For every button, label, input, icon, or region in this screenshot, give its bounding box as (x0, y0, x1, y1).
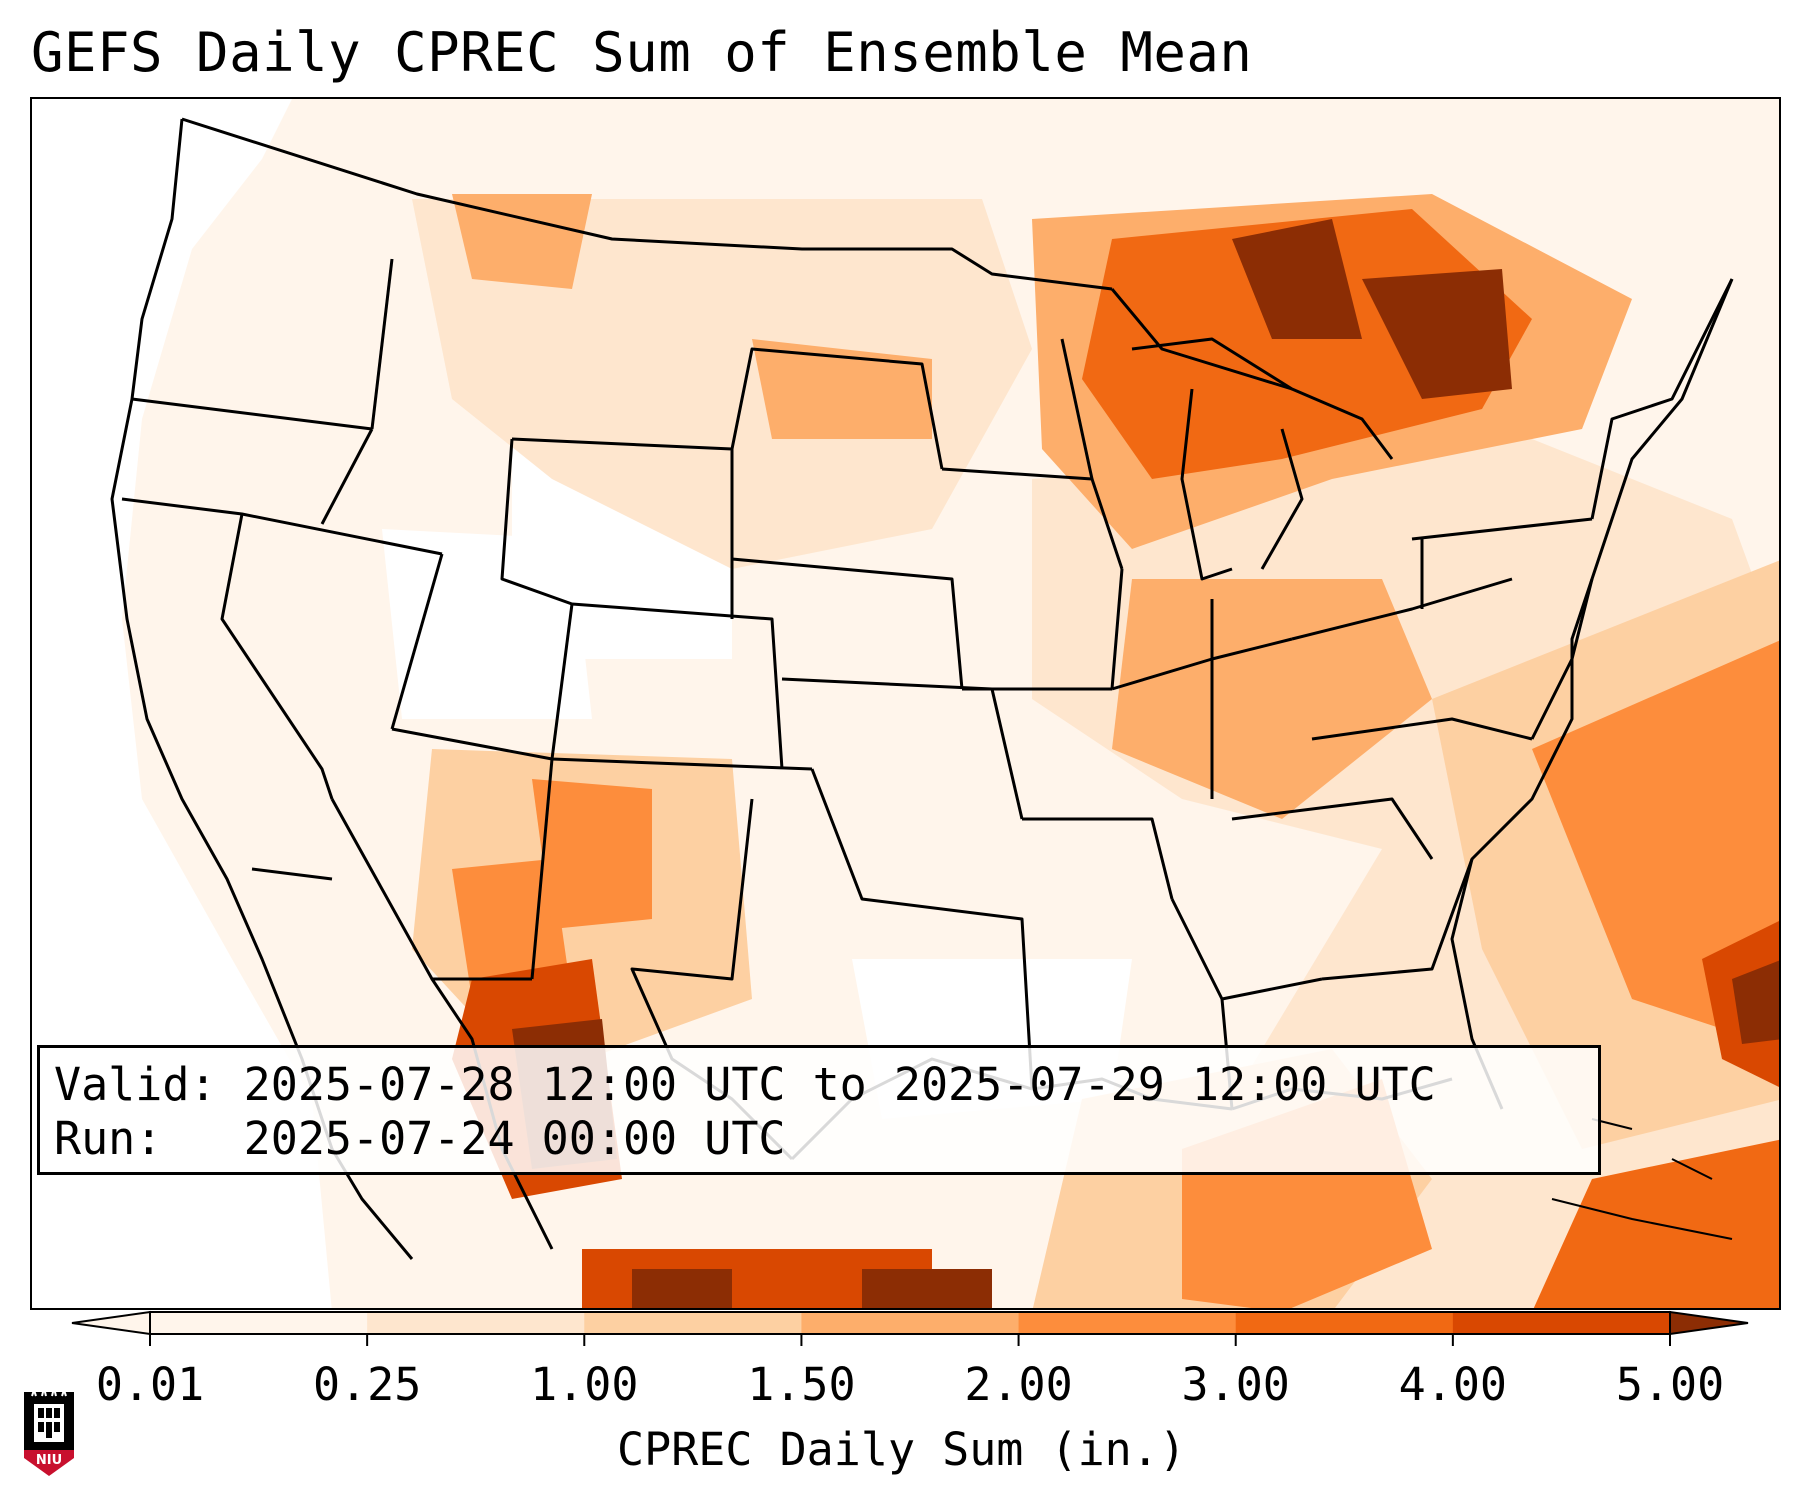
run-value: 2025-07-24 00:00 UTC (243, 1112, 786, 1165)
colorbar-segment (801, 1312, 1020, 1334)
valid-run-box: Valid: 2025-07-28 12:00 UTC to 2025-07-2… (37, 1045, 1601, 1175)
colorbar-tick-label: 0.25 (312, 1358, 422, 1411)
colorbar-extend-high (1669, 1310, 1749, 1336)
niu-logo-text: NIU (36, 1453, 62, 1468)
colorbar-frame (149, 1311, 1671, 1335)
colorbar-tick-label: 3.00 (1181, 1358, 1290, 1411)
colorbar-extend-low (71, 1310, 151, 1336)
colorbar-tick-label: 2.00 (964, 1358, 1073, 1411)
colorbar-segment (584, 1312, 802, 1334)
colorbar-segment (150, 1312, 368, 1334)
colorbar-segment (1235, 1312, 1454, 1334)
valid-label: Valid: (54, 1058, 217, 1111)
niu-logo: NIU (24, 1386, 74, 1476)
colorbar-segment (367, 1312, 585, 1334)
map-title: GEFS Daily CPREC Sum of Ensemble Mean (31, 21, 1253, 84)
colorbar-tick-label: 0.01 (95, 1358, 205, 1411)
valid-value: 2025-07-28 12:00 UTC to 2025-07-29 12:00… (243, 1058, 1436, 1111)
colorbar-label: CPREC Daily Sum (in.) (617, 1423, 1186, 1476)
run-label: Run: (54, 1112, 163, 1165)
colorbar-tick-label: 4.00 (1398, 1358, 1508, 1411)
colorbar-tick-label: 1.00 (530, 1358, 639, 1411)
colorbar (71, 1310, 1749, 1346)
colorbar-tick-label: 1.50 (747, 1358, 856, 1411)
colorbar-tick-label: 5.00 (1615, 1358, 1725, 1411)
colorbar-segment (1018, 1312, 1237, 1334)
colorbar-segment (1452, 1312, 1671, 1334)
